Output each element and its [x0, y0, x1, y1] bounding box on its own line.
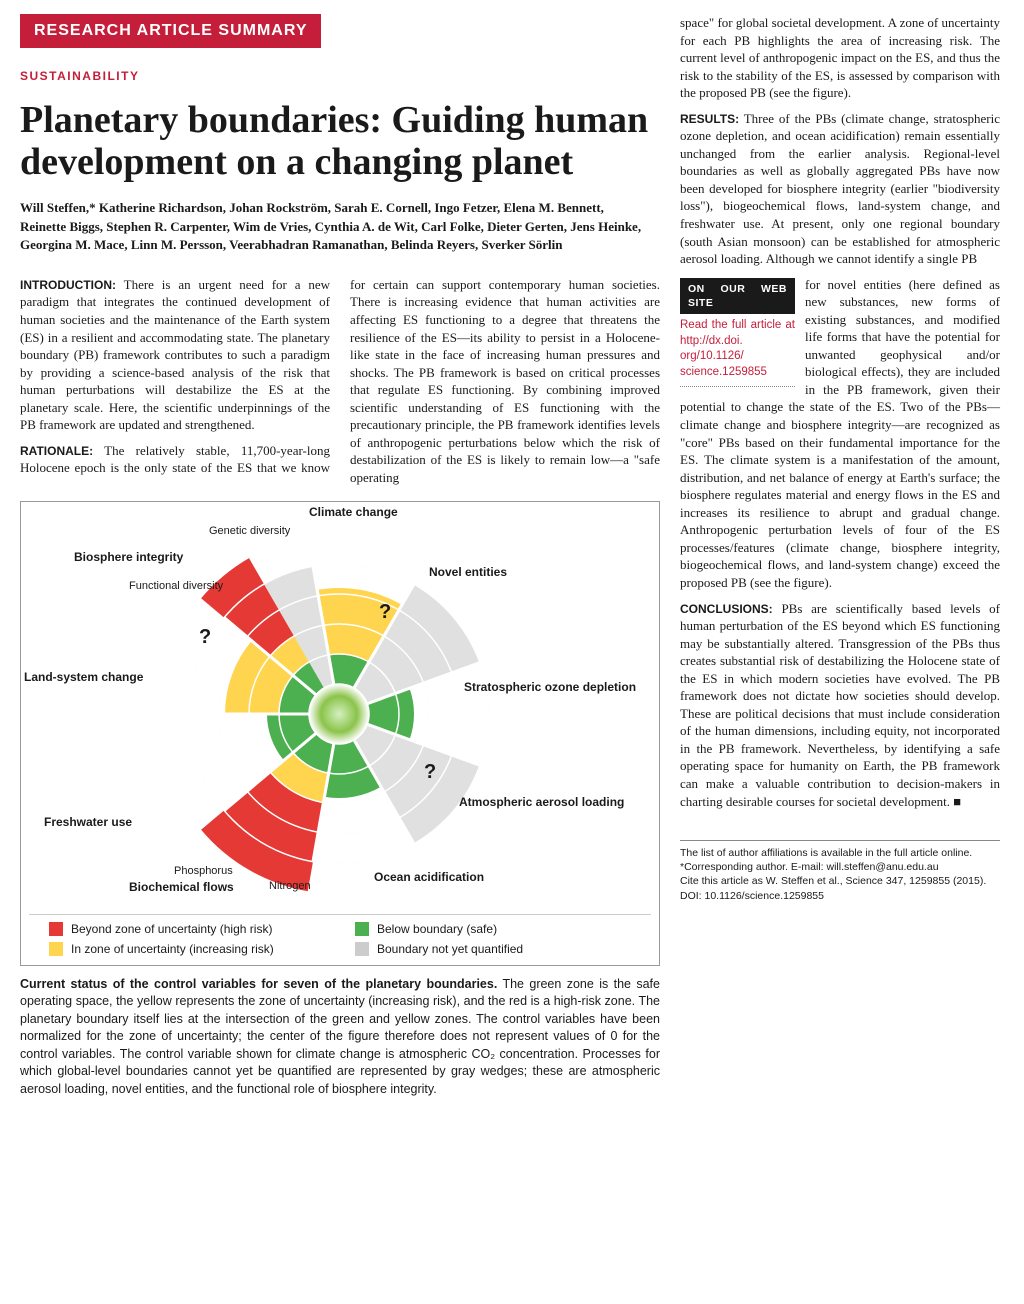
banner: RESEARCH ARTICLE SUMMARY — [20, 14, 321, 48]
boundary-label: Biosphere integrity — [74, 549, 183, 565]
legend-item: Beyond zone of uncertainty (high risk) — [49, 921, 325, 937]
boundary-label: Ocean acidification — [374, 869, 484, 885]
figure-legend: Beyond zone of uncertainty (high risk) Be… — [29, 914, 651, 957]
legend-swatch — [49, 942, 63, 956]
intro-columns: INTRODUCTION: There is an urgent need fo… — [20, 276, 660, 487]
conclusions-para: CONCLUSIONS: PBs are scientifically base… — [680, 600, 1000, 811]
footer-citation: Cite this article as W. Steffen et al., … — [680, 874, 1000, 902]
legend-label: In zone of uncertainty (increasing risk) — [71, 941, 274, 957]
footer-corresponding: *Corresponding author. E-mail: will.stef… — [680, 860, 1000, 874]
figure-container: Climate change Novel entities Stratospheri… — [20, 501, 660, 966]
figure-caption: Current status of the control variables … — [20, 976, 660, 1099]
legend-item: In zone of uncertainty (increasing risk) — [49, 941, 325, 957]
legend-swatch — [355, 922, 369, 936]
conclusions-label: CONCLUSIONS: — [680, 602, 773, 616]
introduction-para: INTRODUCTION: There is an urgent need fo… — [20, 276, 330, 434]
results-label: RESULTS: — [680, 112, 739, 126]
sidebar-link[interactable]: Read the full article at http://dx.doi. … — [680, 318, 795, 387]
boundary-label: Novel entities — [429, 564, 609, 580]
boundary-label: Climate change — [309, 504, 398, 520]
legend-item: Below boundary (safe) — [355, 921, 631, 937]
right-continue: space" for global societal development. … — [680, 14, 1000, 102]
boundary-sublabel: Genetic diversity — [209, 524, 290, 539]
sidebar-box-label: ON OUR WEB SITE — [680, 278, 795, 314]
sidebar-box: ON OUR WEB SITE Read the full article at… — [680, 278, 795, 393]
boundary-label: Biochemical flows — [129, 879, 234, 895]
legend-label: Boundary not yet quantified — [377, 941, 523, 957]
boundary-label: Stratospheric ozone depletion — [464, 679, 644, 695]
question-mark: ? — [379, 599, 391, 626]
legend-swatch — [355, 942, 369, 956]
boundary-sublabel: Nitrogen — [269, 879, 311, 894]
boundary-label: Land-system change — [24, 669, 143, 685]
author-list: Will Steffen,* Katherine Richardson, Joh… — [20, 199, 650, 254]
footer: The list of author affiliations is avail… — [680, 840, 1000, 903]
boundary-sublabel: Functional diversity — [129, 579, 223, 594]
boundary-label: Freshwater use — [44, 814, 132, 830]
question-mark: ? — [199, 624, 211, 651]
results-para-1: RESULTS: Three of the PBs (climate chang… — [680, 110, 1000, 268]
legend-label: Beyond zone of uncertainty (high risk) — [71, 921, 272, 937]
article-title: Planetary boundaries: Guiding human deve… — [20, 100, 660, 184]
boundary-label: Atmospheric aerosol loading — [459, 794, 639, 810]
rationale-label: RATIONALE: — [20, 444, 93, 458]
boundary-sublabel: Phosphorus — [174, 864, 233, 879]
introduction-label: INTRODUCTION: — [20, 278, 116, 292]
caption-body: The green zone is the safe operating spa… — [20, 977, 660, 1096]
results-para-2: ON OUR WEB SITE Read the full article at… — [680, 276, 1000, 592]
question-mark: ? — [424, 759, 436, 786]
legend-label: Below boundary (safe) — [377, 921, 497, 937]
caption-lead: Current status of the control variables … — [20, 977, 497, 991]
legend-swatch — [49, 922, 63, 936]
footer-affil: The list of author affiliations is avail… — [680, 846, 1000, 860]
legend-item: Boundary not yet quantified — [355, 941, 631, 957]
category-label: SUSTAINABILITY — [20, 68, 660, 84]
radial-chart: Climate changeNovel entitiesStratospheri… — [29, 514, 649, 904]
